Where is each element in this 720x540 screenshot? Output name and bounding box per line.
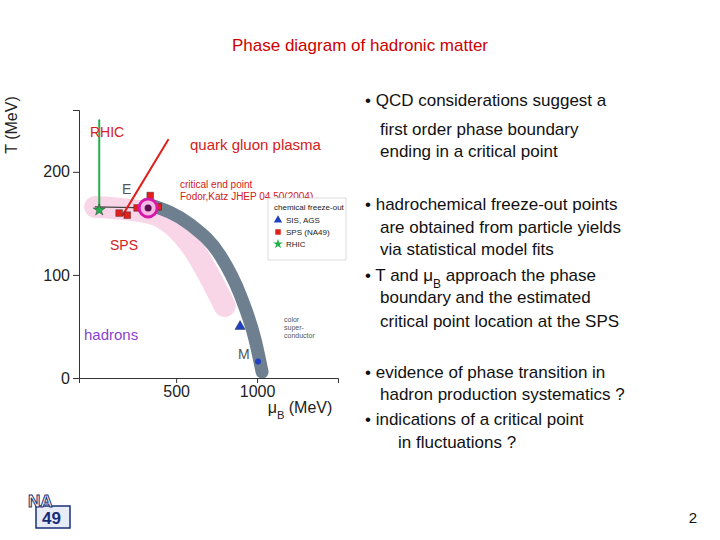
critical-point-ring (139, 199, 157, 217)
annotation: quark gluon plasma (190, 136, 322, 153)
legend-box (268, 198, 346, 260)
legend-entry: SPS (NA49) (286, 228, 330, 237)
point-label: M (238, 346, 250, 362)
tick-label: 200 (43, 163, 70, 180)
annotation: color (284, 316, 300, 323)
tick: 500 (163, 378, 190, 400)
legend: chemical freeze-out SIS, AGS SPS (NA49) RHI… (268, 198, 346, 260)
legend-marker (275, 229, 280, 234)
text-segment: approach the phase (441, 266, 596, 285)
text-segment: • T and μ (365, 266, 433, 285)
freeze-out-band (95, 207, 225, 306)
bullet: • evidence of phase transition in (365, 363, 605, 382)
tick-label: 0 (61, 370, 70, 387)
annotation: super- (284, 324, 305, 332)
point (93, 204, 105, 215)
annotation: hadrons (84, 326, 138, 343)
tick-mark (73, 275, 79, 276)
title: Phase diagram of hadronic matter (232, 36, 488, 55)
tick-label: 500 (163, 383, 190, 400)
point (124, 212, 131, 219)
point-m (255, 359, 261, 365)
tick-label: 100 (43, 267, 70, 284)
bullet: • hadrochemical freeze-out points (365, 195, 618, 214)
logo: NA49 (28, 492, 70, 528)
legend-entry: SIS, AGS (286, 216, 320, 225)
point-label: E (122, 181, 131, 197)
bullet-continuation: in fluctuations ? (398, 433, 516, 452)
tick-mark (257, 378, 258, 383)
subscript: B (277, 409, 284, 421)
annotation: SPS (110, 237, 138, 253)
tick: 0 (61, 370, 79, 387)
tick-mark (176, 378, 177, 383)
tick-mark (73, 378, 79, 379)
point (235, 321, 245, 330)
tick-mark (73, 172, 79, 173)
legend-marker (273, 239, 283, 248)
x-axis: 500 1000 (80, 378, 339, 400)
legend-marker (274, 215, 282, 222)
tick: 1000 (240, 378, 276, 400)
slide: Phase diagram of hadronic matter 0 100 200 5… (0, 0, 720, 540)
bullet-continuation: critical point location at the SPS (380, 312, 619, 331)
legend-entry: RHIC (286, 240, 306, 249)
tick: 100 (43, 267, 79, 284)
text-segment: μ (268, 399, 277, 416)
axis-line (80, 379, 339, 384)
annotation: critical end point (180, 179, 252, 190)
bullet: • indications of a critical point (365, 410, 584, 429)
tick: 200 (43, 163, 79, 180)
bullet-continuation: hadron production systematics ? (380, 385, 625, 404)
bullet-continuation: are obtained from particle yields (380, 218, 621, 237)
tick-label: 1000 (240, 383, 276, 400)
y-axis-title: T (MeV) (3, 96, 20, 153)
page-number: 2 (689, 509, 697, 526)
critical-point (145, 204, 152, 211)
bullet-continuation: via statistical model fits (380, 240, 554, 259)
logo-box (36, 506, 70, 528)
point (116, 210, 123, 217)
logo-text: 49 (42, 509, 61, 528)
annotation: conductor (284, 332, 315, 339)
bullet-continuation: ending in a critical point (380, 142, 558, 161)
x-axis-title: μB (MeV) (268, 399, 333, 421)
bullet-continuation: boundary and the estimated (380, 288, 591, 307)
axis-line (73, 111, 80, 379)
text-segment: (MeV) (284, 399, 332, 416)
bullet: • QCD considerations suggest a (365, 91, 607, 110)
phase-boundary (150, 205, 262, 372)
annotation: RHIC (90, 124, 124, 140)
bullet-continuation: first order phase boundary (380, 120, 579, 139)
y-axis: 0 100 200 (43, 111, 79, 387)
legend-title: chemical freeze-out (274, 203, 345, 212)
